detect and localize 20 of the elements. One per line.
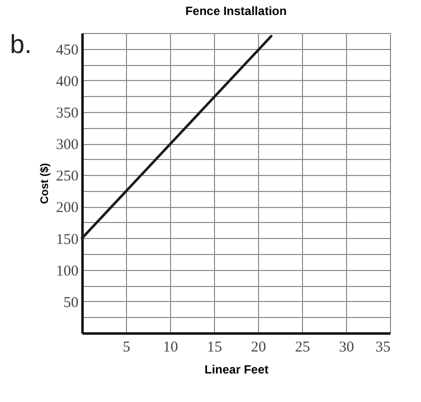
y-tick-label: 450 [56,42,78,58]
y-tick-label: 200 [56,200,78,216]
y-tick-label: 50 [64,294,78,311]
chart-title: Fence Installation [185,4,287,18]
y-tick-label: 150 [56,232,78,248]
y-tick-label: 250 [56,168,78,185]
x-tick-label: 10 [163,340,178,356]
text: b. [10,29,32,59]
y-tick-label: 400 [56,74,78,90]
x-axis-title: Linear Feet [204,362,269,376]
x-tick-label: 5 [122,340,130,356]
y-tick-label: 350 [56,105,78,122]
x-tick-label: 15 [207,340,222,356]
x-tick-label: 35 [376,340,390,356]
y-tick-label: 100 [56,263,78,280]
y-axis-title: Cost ($) [39,162,51,204]
y-tick-label: 300 [56,137,78,154]
x-tick-label: 20 [251,340,266,356]
x-tick-label: 30 [339,340,354,356]
x-tick-label: 25 [295,340,310,356]
